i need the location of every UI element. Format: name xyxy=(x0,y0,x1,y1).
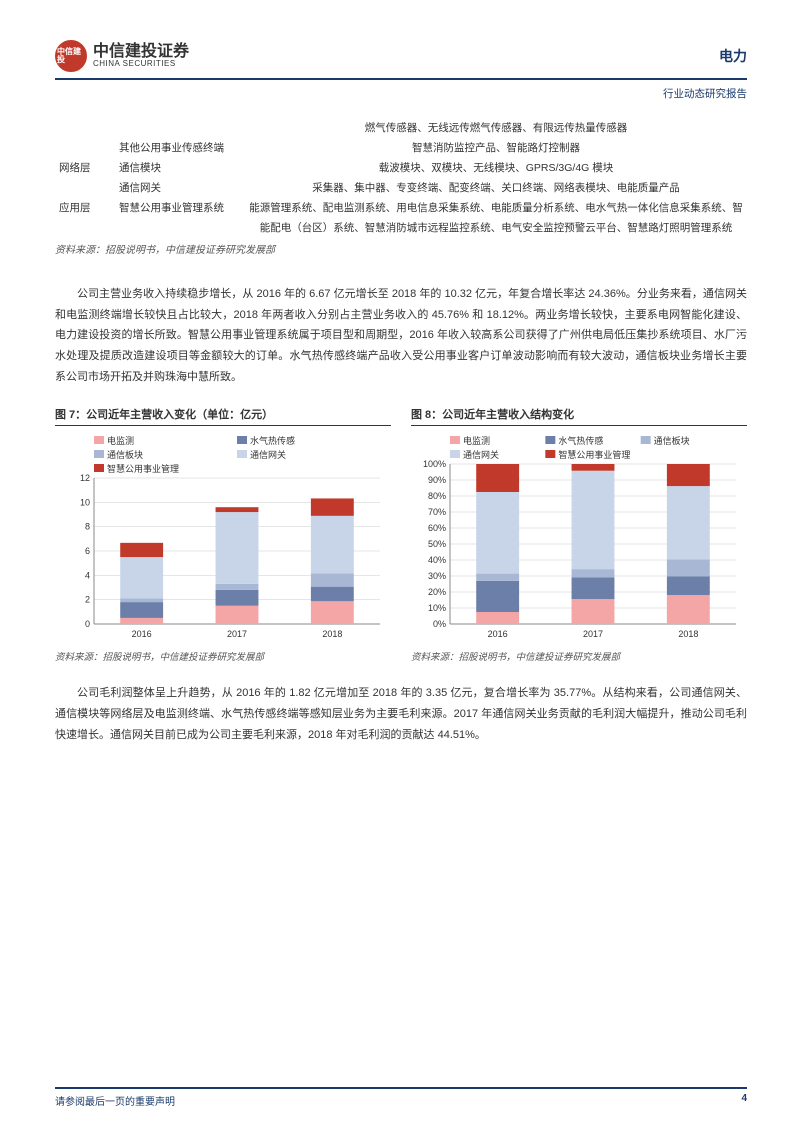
svg-text:电监测: 电监测 xyxy=(463,435,490,446)
svg-text:100%: 100% xyxy=(423,459,446,469)
table-cell: 通信网关 xyxy=(115,179,245,199)
svg-text:2016: 2016 xyxy=(132,629,152,639)
svg-text:6: 6 xyxy=(85,546,90,556)
table-cell: 能源管理系统、配电监测系统、用电信息采集系统、电能质量分析系统、电水气热一体化信… xyxy=(245,199,747,239)
table-cell xyxy=(55,139,115,159)
svg-text:0%: 0% xyxy=(433,619,446,629)
product-table: 燃气传感器、无线远传燃气传感器、有限远传热量传感器其他公用事业传感终端智慧消防监… xyxy=(55,119,747,260)
svg-text:80%: 80% xyxy=(428,491,446,501)
page-header: 中信建投 中信建投证券 CHINA SECURITIES 电力 xyxy=(55,40,747,80)
svg-text:智慧公用事业管理: 智慧公用事业管理 xyxy=(558,449,630,460)
chart7-svg: 电监测 水气热传感通信板块 通信网关智慧公用事业管理 0 2 4 6 8 10 12 2016 201… xyxy=(55,432,391,642)
svg-text:2017: 2017 xyxy=(583,629,603,639)
svg-text:20%: 20% xyxy=(428,587,446,597)
paragraph-2: 公司毛利润整体呈上升趋势，从 2016 年的 1.82 亿元增加至 2018 年… xyxy=(55,683,747,746)
table-row: 燃气传感器、无线远传燃气传感器、有限远传热量传感器 xyxy=(55,119,747,139)
svg-text:50%: 50% xyxy=(428,539,446,549)
logo-block: 中信建投 中信建投证券 CHINA SECURITIES xyxy=(55,40,189,72)
table-cell: 通信模块 xyxy=(115,159,245,179)
svg-text:2018: 2018 xyxy=(678,629,698,639)
table-cell: 采集器、集中器、专变终端、配变终端、关口终端、网络表模块、电能质量产品 xyxy=(245,179,747,199)
svg-text:2016: 2016 xyxy=(488,629,508,639)
chart7-title: 图 7：公司近年主营收入变化（单位：亿元） xyxy=(55,406,391,426)
paragraph-1: 公司主营业务收入持续稳步增长，从 2016 年的 6.67 亿元增长至 2018… xyxy=(55,284,747,388)
table-cell: 智慧公用事业管理系统 xyxy=(115,199,245,239)
table-cell xyxy=(55,179,115,199)
svg-text:10: 10 xyxy=(80,497,90,507)
svg-text:通信网关: 通信网关 xyxy=(250,449,286,460)
chart8-source: 资料来源：招股说明书，中信建投证券研究发展部 xyxy=(411,649,747,663)
logo-en: CHINA SECURITIES xyxy=(93,60,189,68)
svg-text:通信板块: 通信板块 xyxy=(107,449,143,460)
svg-text:2017: 2017 xyxy=(227,629,247,639)
svg-text:90%: 90% xyxy=(428,475,446,485)
logo-icon: 中信建投 xyxy=(55,40,87,72)
svg-text:0: 0 xyxy=(85,619,90,629)
table-cell: 网络层 xyxy=(55,159,115,179)
svg-text:水气热传感: 水气热传感 xyxy=(250,435,295,446)
table-cell: 智慧消防监控产品、智能路灯控制器 xyxy=(245,139,747,159)
table-cell: 载波模块、双模块、无线模块、GPRS/3G/4G 模块 xyxy=(245,159,747,179)
svg-text:电监测: 电监测 xyxy=(107,435,134,446)
page-number: 4 xyxy=(741,1093,747,1108)
table-cell: 燃气传感器、无线远传燃气传感器、有限远传热量传感器 xyxy=(245,119,747,139)
svg-text:12: 12 xyxy=(80,473,90,483)
table-row: 其他公用事业传感终端智慧消防监控产品、智能路灯控制器 xyxy=(55,139,747,159)
disclaimer: 请参阅最后一页的重要声明 xyxy=(55,1093,175,1108)
svg-text:4: 4 xyxy=(85,570,90,580)
svg-text:智慧公用事业管理: 智慧公用事业管理 xyxy=(107,463,179,474)
svg-text:10%: 10% xyxy=(428,603,446,613)
chart7-source: 资料来源：招股说明书，中信建投证券研究发展部 xyxy=(55,649,391,663)
svg-text:通信网关: 通信网关 xyxy=(463,449,499,460)
table-cell: 应用层 xyxy=(55,199,115,239)
page-footer: 请参阅最后一页的重要声明 4 xyxy=(55,1087,747,1108)
charts-row: 图 7：公司近年主营收入变化（单位：亿元） 电监测水气热传感通信板块通信网关智慧… xyxy=(55,406,747,663)
chart8-title: 图 8：公司近年主营收入结构变化 xyxy=(411,406,747,426)
svg-text:60%: 60% xyxy=(428,523,446,533)
table-cell xyxy=(55,119,115,139)
svg-text:8: 8 xyxy=(85,522,90,532)
report-type: 行业动态研究报告 xyxy=(55,86,747,101)
sector-label: 电力 xyxy=(719,46,747,66)
logo-cn: 中信建投证券 xyxy=(93,44,189,60)
table-cell: 其他公用事业传感终端 xyxy=(115,139,245,159)
chart-7: 图 7：公司近年主营收入变化（单位：亿元） 电监测 水气热传感通信板块 通信网关智慧… xyxy=(55,406,391,663)
svg-text:2018: 2018 xyxy=(322,629,342,639)
chart-8: 图 8：公司近年主营收入结构变化 电监测 水气热传感 通信板块通信网关 智慧公用事业管… xyxy=(411,406,747,663)
table-row: 应用层智慧公用事业管理系统能源管理系统、配电监测系统、用电信息采集系统、电能质量… xyxy=(55,199,747,239)
svg-text:2: 2 xyxy=(85,595,90,605)
table-row: 通信网关采集器、集中器、专变终端、配变终端、关口终端、网络表模块、电能质量产品 xyxy=(55,179,747,199)
svg-text:30%: 30% xyxy=(428,571,446,581)
svg-text:70%: 70% xyxy=(428,507,446,517)
table-source: 资料来源：招股说明书，中信建投证券研究发展部 xyxy=(55,241,747,260)
chart8-svg: 电监测 水气热传感 通信板块通信网关 智慧公用事业管理 0% 10% 20% 30% 40% 50… xyxy=(411,432,747,642)
svg-text:水气热传感: 水气热传感 xyxy=(558,435,603,446)
svg-text:40%: 40% xyxy=(428,555,446,565)
svg-text:通信板块: 通信板块 xyxy=(654,435,690,446)
table-cell xyxy=(115,119,245,139)
table-row: 网络层通信模块载波模块、双模块、无线模块、GPRS/3G/4G 模块 xyxy=(55,159,747,179)
